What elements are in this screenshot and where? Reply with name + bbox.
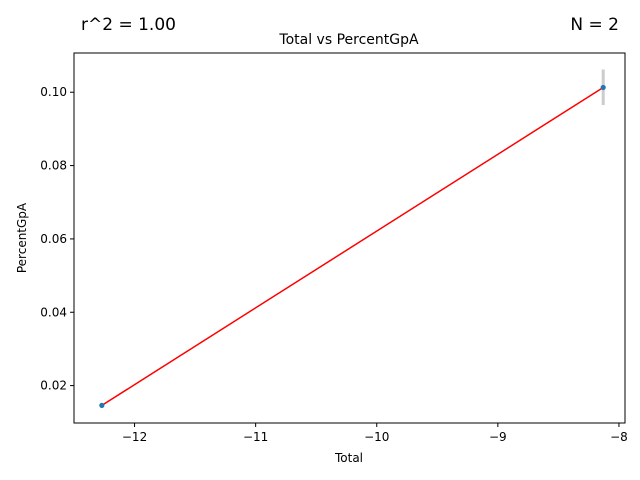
data-point [99, 402, 105, 408]
x-tick-label: −10 [364, 430, 389, 444]
regression-line [101, 86, 604, 407]
axes-frame [73, 52, 626, 424]
sample-size-annotation: N = 2 [570, 15, 619, 35]
y-tick-label: 0.08 [40, 159, 67, 173]
x-axis-label: Total [334, 451, 363, 465]
x-tick-label: −8 [610, 430, 628, 444]
x-tick-label: −9 [489, 430, 507, 444]
y-tick-label: 0.04 [40, 305, 67, 319]
x-tick-label: −12 [122, 430, 147, 444]
x-tick-label: −11 [243, 430, 268, 444]
x-axis-ticks: −12 −11 −10 −9 −8 [122, 423, 628, 444]
y-tick-label: 0.02 [40, 379, 67, 393]
r-squared-annotation: r^2 = 1.00 [81, 15, 176, 35]
data-point [600, 84, 606, 91]
y-tick-label: 0.10 [40, 85, 67, 99]
plot-area [99, 69, 606, 408]
y-axis-label: PercentGpA [15, 202, 29, 273]
chart-title: Total vs PercentGpA [278, 32, 419, 48]
y-tick-label: 0.06 [40, 232, 67, 246]
y-axis-ticks: 0.02 0.04 0.06 0.08 0.10 [40, 85, 74, 393]
